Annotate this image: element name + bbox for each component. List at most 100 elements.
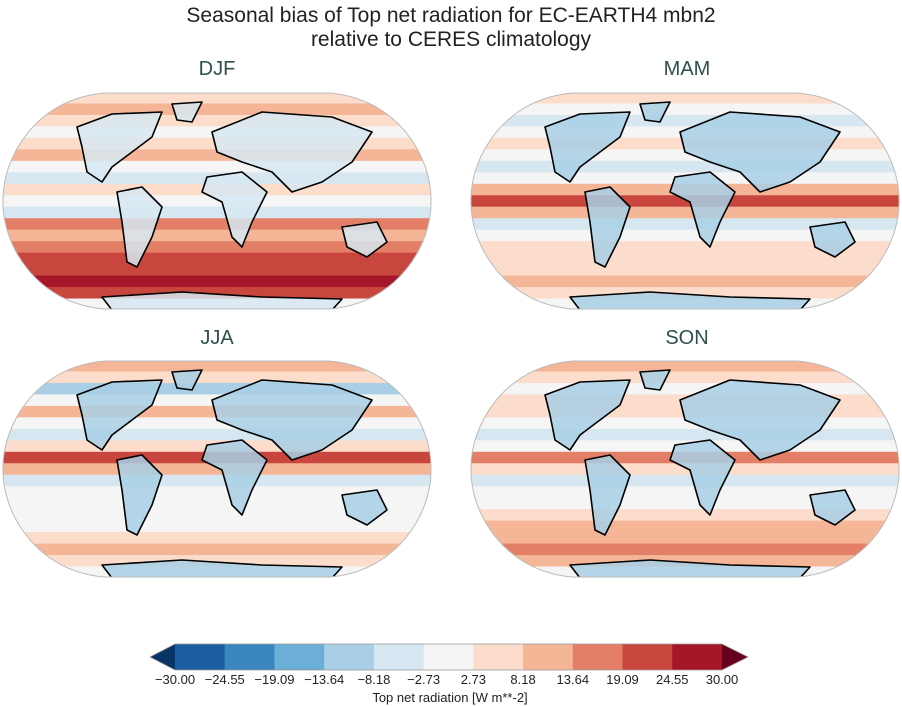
bias-band bbox=[470, 428, 900, 442]
colorbar-tick-label: 19.09 bbox=[606, 672, 639, 687]
coastline bbox=[639, 369, 671, 391]
colorbar bbox=[150, 643, 749, 671]
bias-band bbox=[470, 382, 900, 396]
bias-band bbox=[470, 532, 900, 545]
bias-band bbox=[470, 93, 900, 105]
bias-band bbox=[470, 252, 900, 266]
bias-band bbox=[470, 371, 900, 384]
bias-band bbox=[470, 497, 900, 511]
bias-band bbox=[2, 520, 432, 534]
colorbar-bin bbox=[175, 644, 226, 670]
coastline bbox=[211, 379, 373, 461]
bias-band bbox=[2, 229, 432, 243]
coastline bbox=[201, 171, 268, 248]
colorbar-bin bbox=[572, 644, 624, 670]
panel-title-djf: DJF bbox=[198, 58, 236, 80]
coastline bbox=[669, 171, 736, 248]
bias-band bbox=[2, 474, 432, 488]
bias-band bbox=[470, 463, 900, 476]
colorbar-tick-label: 2.73 bbox=[460, 672, 487, 687]
bias-band bbox=[470, 241, 900, 254]
coastline bbox=[584, 454, 631, 536]
bias-band bbox=[2, 509, 432, 522]
coastline bbox=[101, 559, 343, 577]
bias-band bbox=[2, 428, 432, 442]
coastline bbox=[669, 439, 736, 516]
bias-band bbox=[2, 371, 432, 384]
colorbar-under-triangle bbox=[150, 644, 175, 670]
bias-band bbox=[2, 532, 432, 545]
coastline bbox=[171, 369, 203, 391]
colorbar-bin bbox=[622, 644, 673, 670]
colorbar-label: Top net radiation [W m**-2] bbox=[372, 690, 528, 705]
coastline bbox=[76, 379, 163, 451]
panel-title-mam: MAM bbox=[663, 58, 711, 80]
colorbar-tick-label: −8.18 bbox=[357, 672, 391, 687]
panel-title-jja: JJA bbox=[200, 327, 234, 349]
panel-title-son: SON bbox=[665, 327, 709, 349]
colorbar-tick-label: −13.64 bbox=[304, 672, 345, 687]
bias-band bbox=[470, 474, 900, 488]
colorbar-tick-label: 30.00 bbox=[705, 672, 739, 687]
figure-title-line2: relative to CERES climatology bbox=[310, 28, 592, 51]
bias-band bbox=[470, 486, 900, 499]
bias-band bbox=[470, 275, 900, 289]
colorbar-tick-label: −30.00 bbox=[154, 672, 196, 687]
map-djf bbox=[2, 92, 432, 310]
bias-band bbox=[2, 160, 432, 174]
colorbar-bin bbox=[274, 644, 325, 670]
map-son bbox=[470, 360, 900, 578]
bias-band bbox=[2, 463, 432, 476]
bias-band bbox=[2, 275, 432, 289]
bias-band bbox=[2, 252, 432, 266]
coastline bbox=[116, 454, 163, 536]
bias-band bbox=[470, 229, 900, 243]
map-boundary bbox=[470, 360, 900, 578]
bias-band bbox=[2, 497, 432, 511]
bias-band bbox=[2, 264, 432, 277]
coastline bbox=[171, 101, 203, 123]
bias-band bbox=[470, 160, 900, 174]
colorbar-over-triangle bbox=[722, 644, 748, 670]
map-boundary bbox=[470, 92, 900, 310]
coastline bbox=[809, 489, 856, 526]
bias-band bbox=[2, 382, 432, 396]
coastline bbox=[584, 186, 631, 268]
bias-band bbox=[2, 206, 432, 220]
bias-band bbox=[2, 93, 432, 105]
colorbar-bin bbox=[523, 644, 574, 670]
coastline bbox=[341, 221, 388, 258]
coastline bbox=[679, 379, 841, 461]
bias-band bbox=[2, 195, 432, 208]
map-mam bbox=[470, 92, 900, 310]
colorbar-bin bbox=[672, 644, 723, 670]
coastline bbox=[544, 379, 631, 451]
coastline bbox=[201, 439, 268, 516]
bias-band bbox=[2, 103, 432, 116]
colorbar-bin bbox=[423, 644, 474, 670]
bias-band bbox=[470, 206, 900, 220]
map-boundary bbox=[2, 92, 432, 310]
coastline bbox=[809, 221, 856, 258]
coastline bbox=[341, 489, 388, 526]
coastline bbox=[116, 186, 163, 268]
bias-band bbox=[470, 520, 900, 534]
bias-band bbox=[470, 264, 900, 277]
coastline bbox=[76, 111, 163, 183]
map-jja bbox=[2, 360, 432, 578]
colorbar-tick-label: −19.09 bbox=[254, 672, 295, 687]
bias-band bbox=[470, 103, 900, 116]
bias-band bbox=[2, 361, 432, 373]
coastline bbox=[544, 111, 631, 183]
bias-band bbox=[470, 114, 900, 128]
bias-band bbox=[470, 195, 900, 208]
colorbar-bin bbox=[373, 644, 425, 670]
coastline bbox=[569, 291, 811, 309]
bias-band bbox=[2, 543, 432, 557]
colorbar-bin bbox=[224, 644, 275, 670]
coastline bbox=[101, 291, 343, 309]
bias-band bbox=[2, 241, 432, 254]
bias-band bbox=[470, 361, 900, 373]
colorbar-tick-label: −24.55 bbox=[204, 672, 245, 687]
bias-band bbox=[470, 509, 900, 522]
